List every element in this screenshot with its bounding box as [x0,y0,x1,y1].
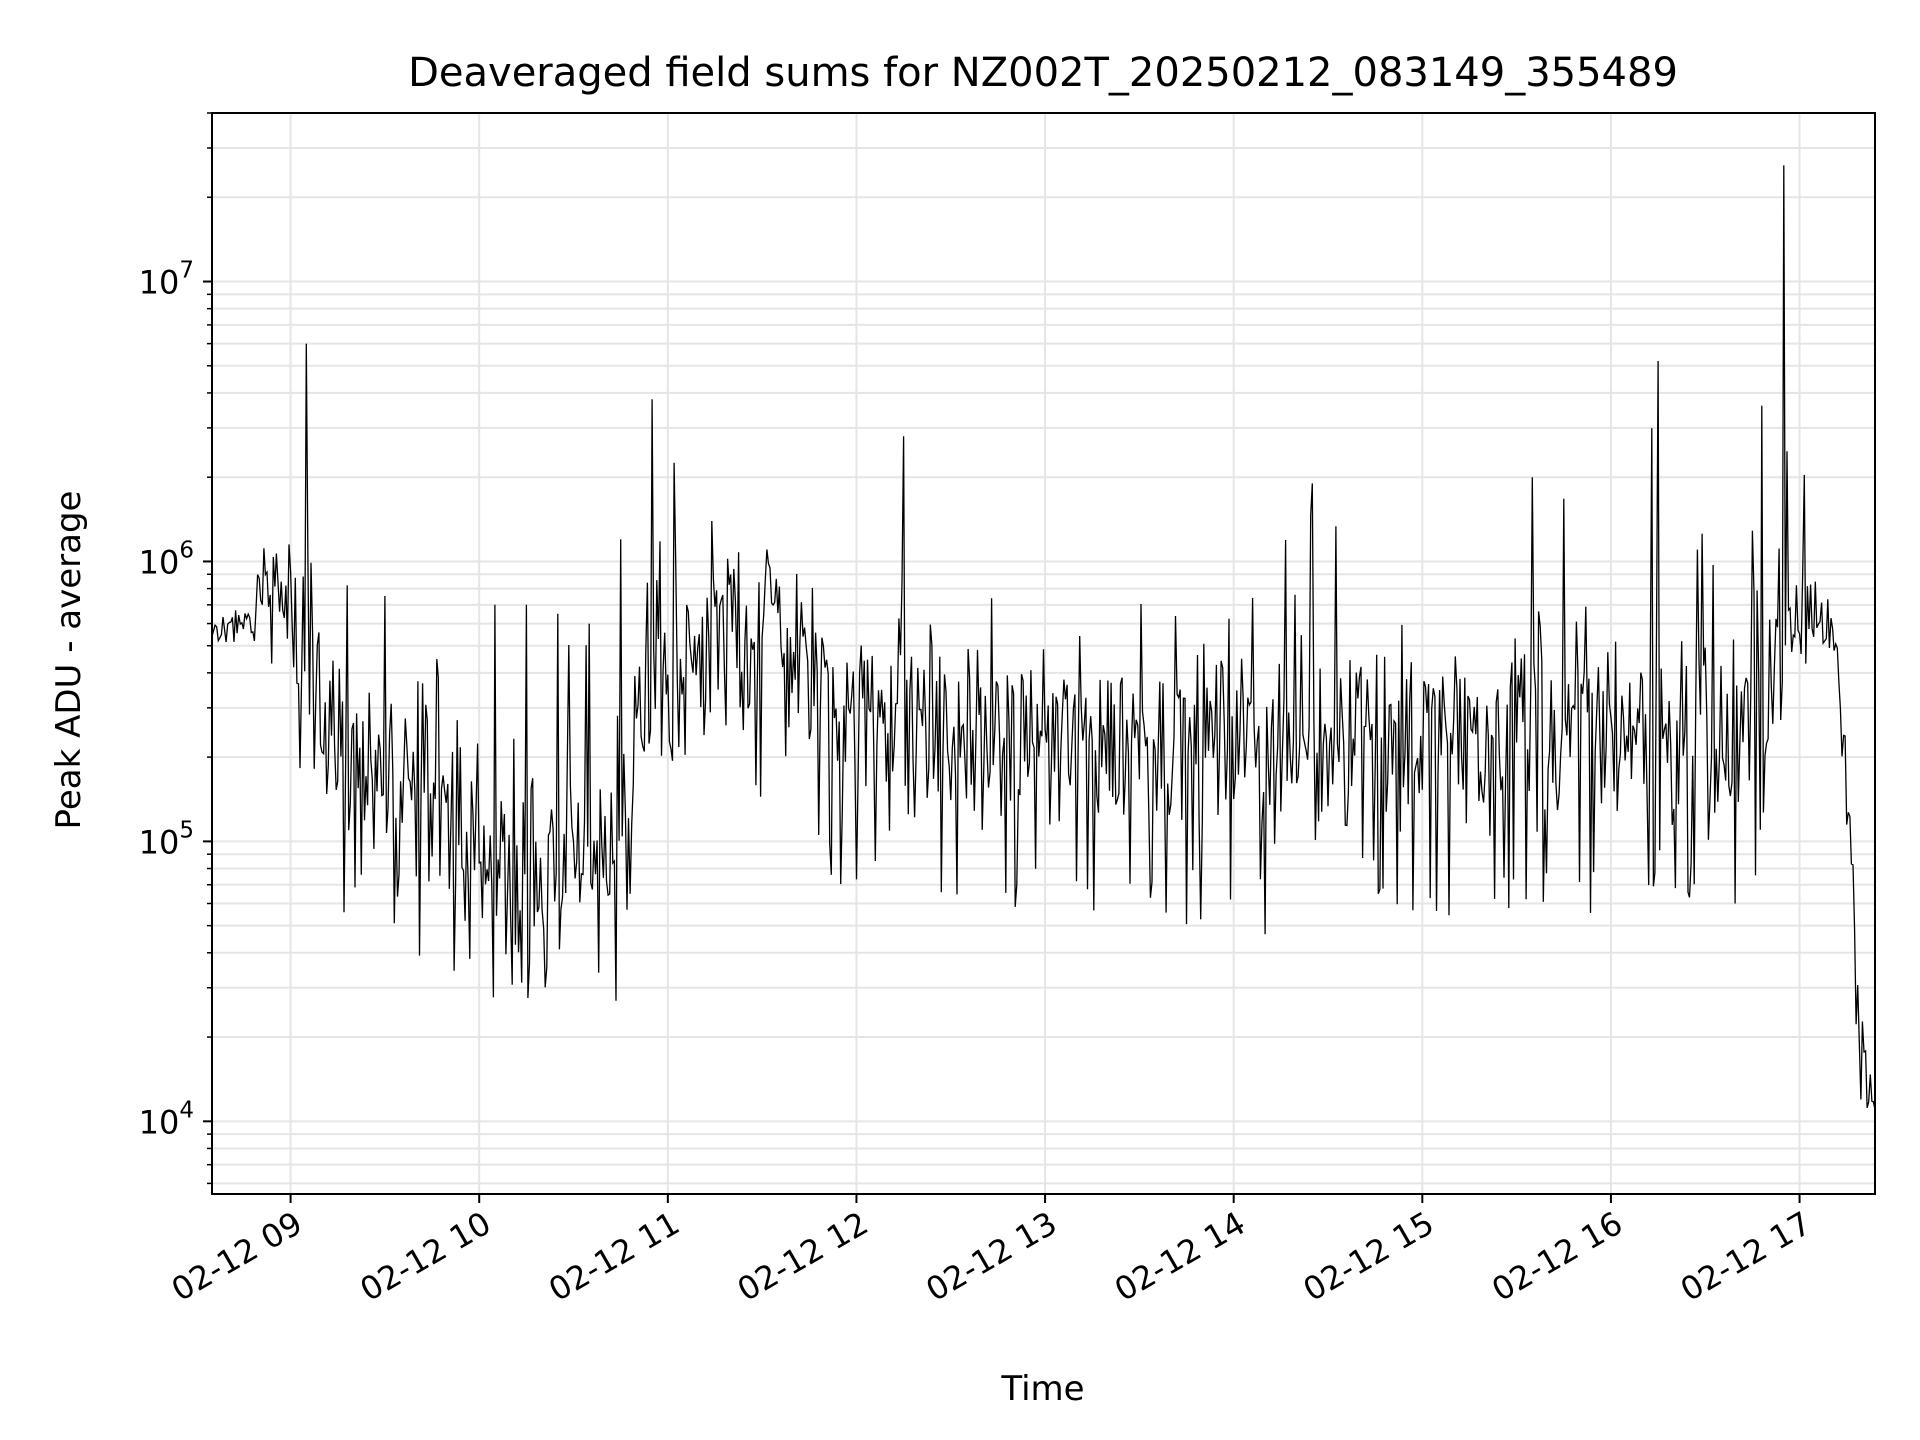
chart-title: Deaveraged field sums for NZ002T_2025021… [408,50,1678,96]
series-layer [211,165,1876,1110]
series-line [211,165,1876,1110]
plot-frame [211,112,1876,1195]
y-tick-exponent: 6 [179,537,194,563]
y-tick-exponent: 5 [179,817,194,843]
x-axis-label: Time [1000,1369,1084,1409]
y-tick-exponent: 7 [179,258,194,284]
grid [212,112,1875,1194]
y-axis-label: Peak ADU - average [49,491,89,830]
y-tick-exponent: 4 [179,1097,194,1123]
